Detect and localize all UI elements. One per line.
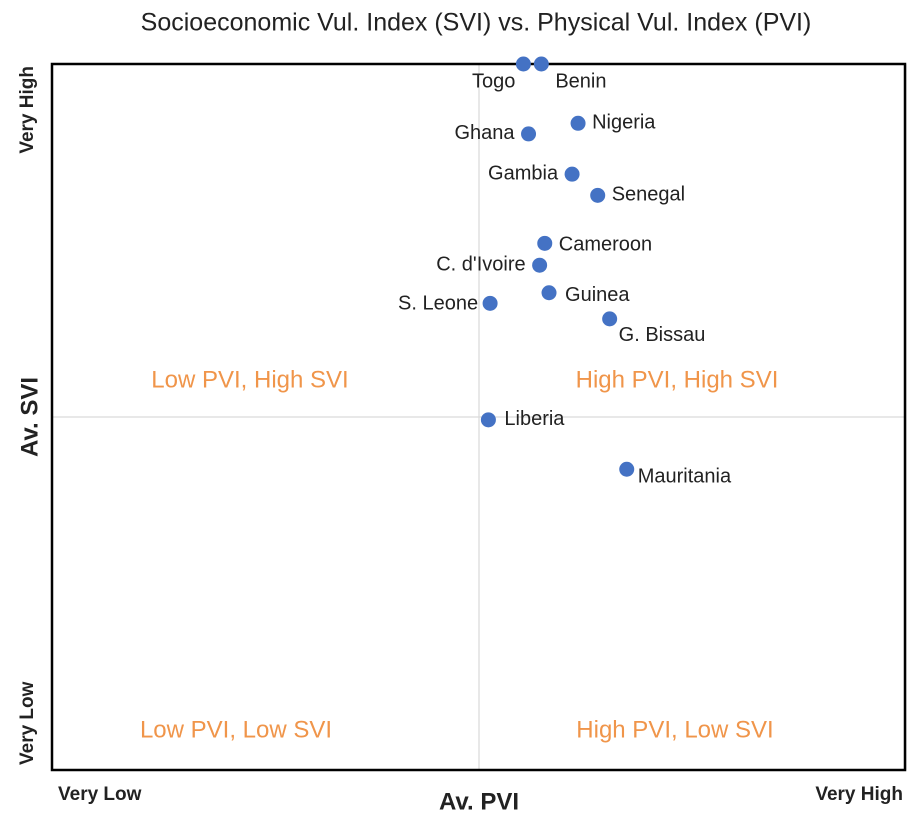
point-label: C. d'Ivoire [436, 253, 525, 275]
point [602, 311, 618, 327]
x-tick-label: Very High [815, 784, 903, 805]
point-label: S. Leone [398, 293, 478, 315]
quadrant-label: Low PVI, High SVI [151, 366, 348, 393]
point [482, 295, 498, 311]
point [480, 412, 496, 428]
point-label: Ghana [454, 122, 515, 144]
quadrant-label: High PVI, Low SVI [576, 716, 773, 743]
point-label: Mauritania [638, 466, 732, 488]
x-tick-label: Av. PVI [439, 788, 519, 815]
point [619, 461, 635, 477]
point-label: Liberia [504, 408, 565, 430]
y-tick-label: Very Low [17, 681, 38, 765]
quadrant-label: Low PVI, Low SVI [140, 716, 332, 743]
x-tick-label: Very Low [58, 784, 142, 805]
point [537, 235, 553, 251]
plot-frame [50, 62, 907, 772]
point-label: G. Bissau [619, 324, 706, 346]
point [533, 56, 549, 72]
point-label: Togo [472, 70, 515, 92]
point [564, 166, 580, 182]
point-label: Guinea [565, 284, 630, 306]
quadrant-label: High PVI, High SVI [576, 366, 779, 393]
chart-title: Socioeconomic Vul. Index (SVI) vs. Physi… [141, 9, 812, 37]
y-tick-label: Very High [17, 66, 38, 154]
y-tick-label: Av. SVI [16, 377, 43, 457]
point [515, 56, 531, 72]
point [521, 126, 537, 142]
point-label: Gambia [488, 162, 559, 184]
point-label: Cameroon [559, 234, 652, 256]
point [541, 285, 557, 301]
point-label: Nigeria [592, 112, 656, 134]
point-label: Benin [555, 70, 606, 92]
point [532, 257, 548, 273]
point [570, 115, 586, 131]
point-label: Senegal [612, 184, 685, 206]
point [590, 187, 606, 203]
